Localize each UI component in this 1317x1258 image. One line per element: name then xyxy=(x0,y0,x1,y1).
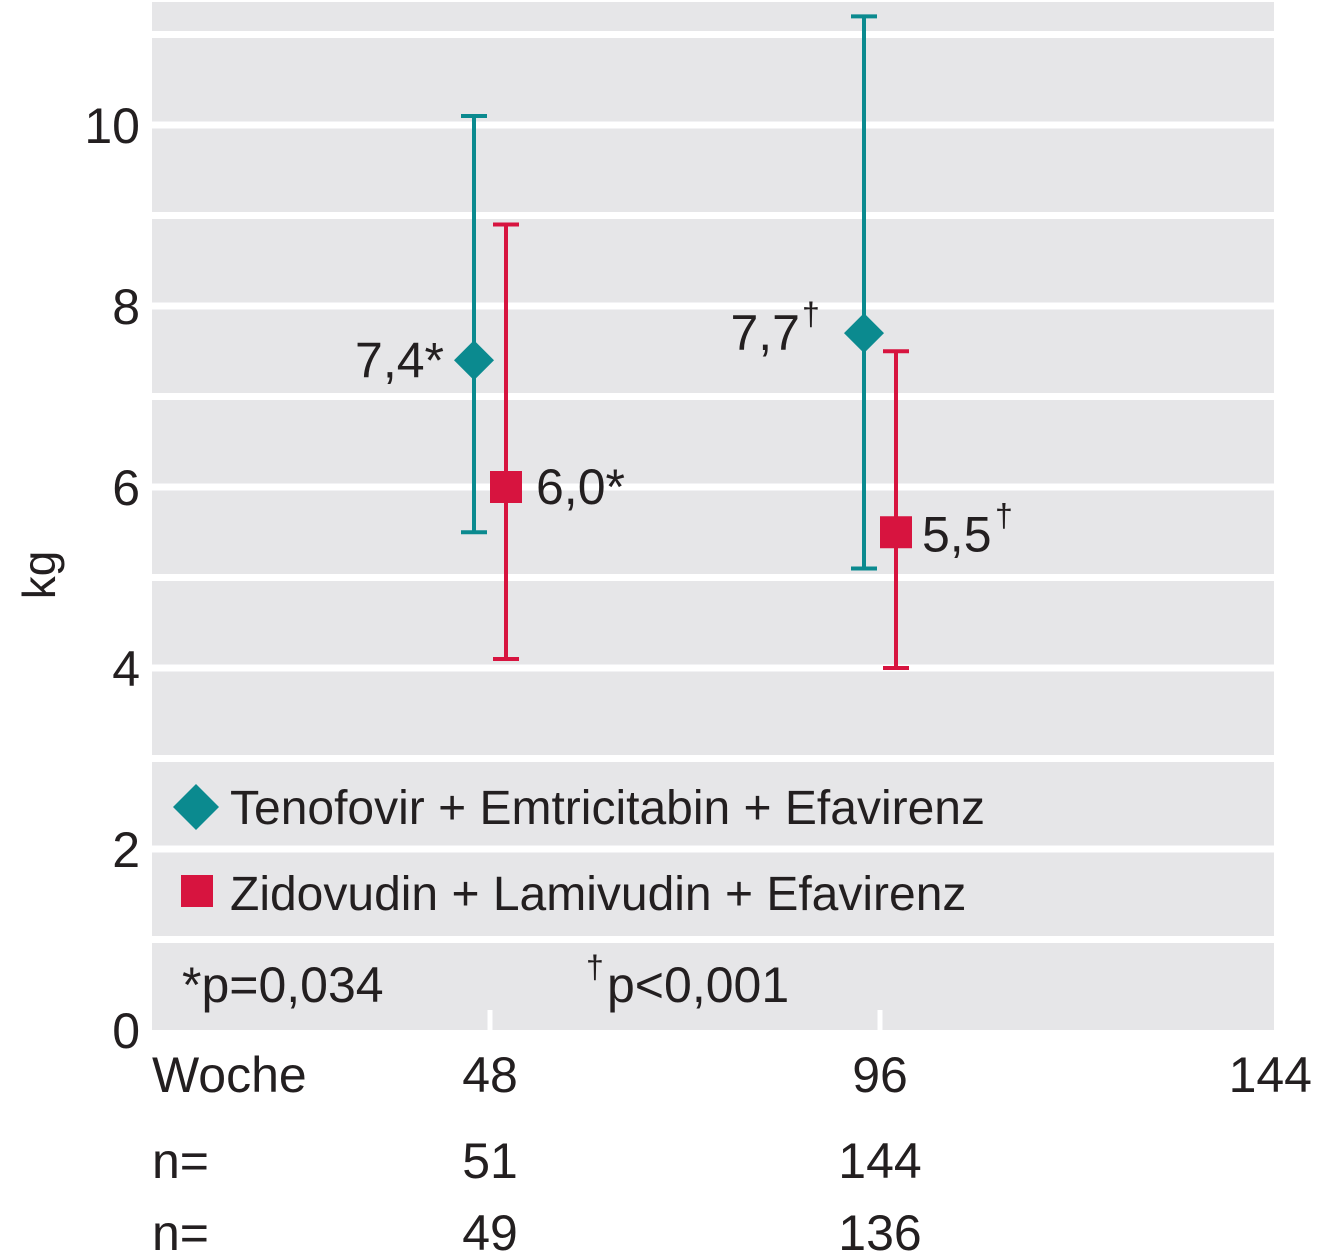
data-labels: 7,4* 7,7 †6,0*5,5 † xyxy=(355,296,1013,562)
plot-area xyxy=(152,2,1274,1030)
footnote-1-text: p=0,034 xyxy=(201,957,383,1013)
x-axis-label: Woche xyxy=(152,1047,307,1103)
n-row-1-value-48: 51 xyxy=(462,1133,518,1189)
data-label-mark: † xyxy=(995,497,1013,533)
legend-marker-diamond xyxy=(173,784,219,830)
x-tick-label-48: 48 xyxy=(462,1047,518,1103)
square-marker xyxy=(880,516,912,549)
y-tick-labels: 0 2 4 6 8 10 xyxy=(84,98,140,1059)
x-tick-label-144: 144 xyxy=(1229,1047,1312,1103)
legend-marker-square xyxy=(181,875,213,907)
data-label: 6,0* xyxy=(536,459,625,515)
error-bars xyxy=(461,14,909,670)
legend: Tenofovir + Emtricitabin + Efavirenz Zid… xyxy=(173,782,985,921)
data-label: 5,5 xyxy=(922,506,992,562)
footnote-2-text: p<0,001 xyxy=(607,957,789,1013)
y-tick-label: 8 xyxy=(112,279,140,335)
legend-label-series-1: Tenofovir + Emtricitabin + Efavirenz xyxy=(230,782,985,835)
y-tick-label: 4 xyxy=(112,641,140,697)
footnote-1-mark: * xyxy=(182,957,201,1013)
data-label: 7,7 xyxy=(730,305,800,361)
markers xyxy=(454,313,912,549)
square-marker xyxy=(490,471,522,503)
diamond-marker xyxy=(844,313,884,354)
footnote-2-mark: † xyxy=(586,949,604,985)
data-label-mark: † xyxy=(802,296,820,332)
y-tick-label: 6 xyxy=(112,460,140,516)
y-tick-label: 10 xyxy=(84,98,140,154)
y-axis-label: kg xyxy=(13,551,65,600)
gridlines xyxy=(152,31,1274,943)
n-row-1-value-96: 144 xyxy=(838,1133,921,1189)
y-tick-label: 0 xyxy=(112,1003,140,1059)
x-tick-marks xyxy=(487,1010,883,1030)
diamond-marker xyxy=(454,340,494,381)
footnote-1: *p=0,034 xyxy=(182,957,384,1013)
n-row-2-value-96: 136 xyxy=(838,1205,921,1258)
n-row-2-label: n= xyxy=(152,1205,209,1258)
footnotes: *p=0,034 † p<0,001 xyxy=(182,949,789,1013)
n-row-1-label: n= xyxy=(152,1133,209,1189)
y-tick-label: 2 xyxy=(112,822,140,878)
n-row-2-value-48: 49 xyxy=(462,1205,518,1258)
legend-label-series-2: Zidovudin + Lamivudin + Efavirenz xyxy=(230,868,966,921)
data-label: 7,4* xyxy=(355,332,444,388)
x-tick-label-96: 96 xyxy=(852,1047,908,1103)
